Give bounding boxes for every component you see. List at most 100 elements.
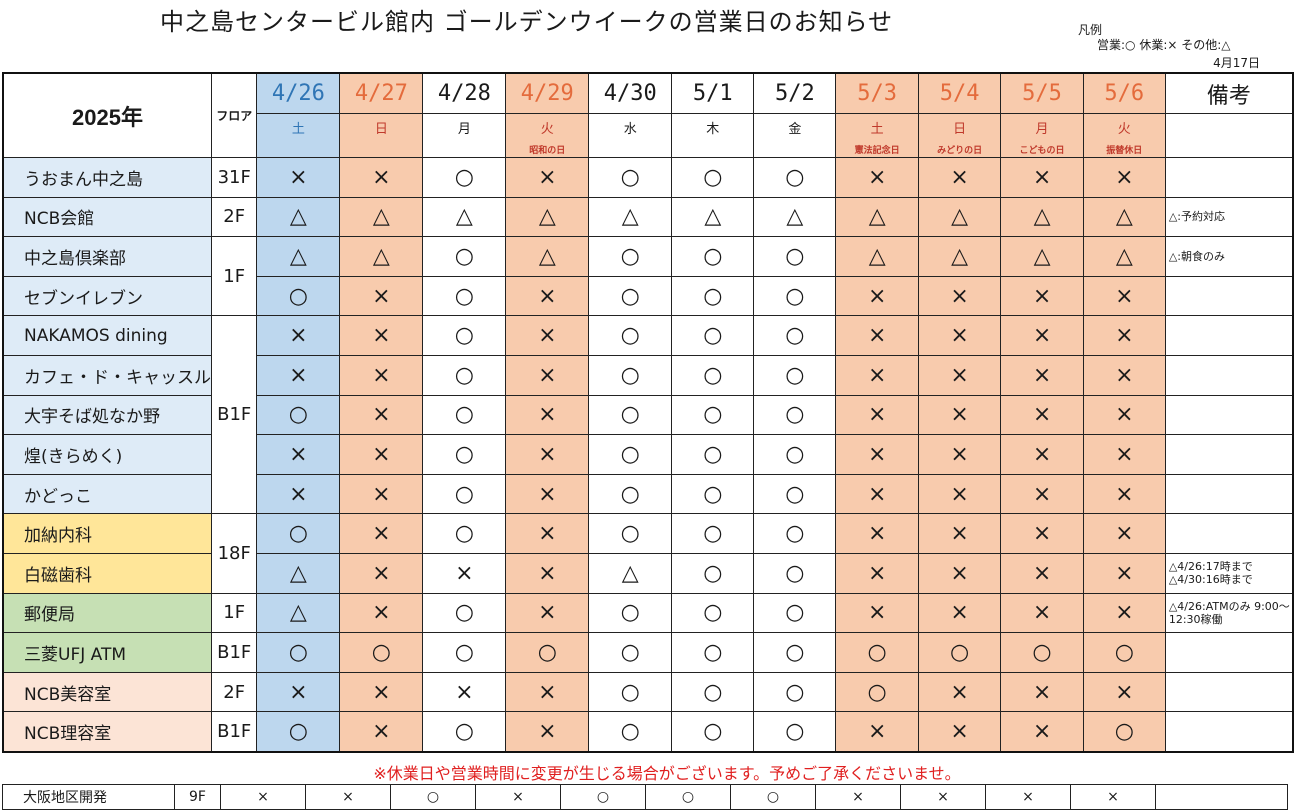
weekday-cell: 水 <box>588 113 673 158</box>
status-mark: × <box>1082 275 1166 317</box>
status-mark: △ <box>835 236 919 277</box>
status-mark: ○ <box>1082 632 1166 673</box>
status-mark: △ <box>339 236 424 277</box>
status-mark: ○ <box>588 394 673 436</box>
holiday-label: みどりの日 <box>937 146 983 156</box>
remarks-cell <box>1155 784 1288 810</box>
status-mark: ○ <box>753 315 837 356</box>
remarks-subheader <box>1164 113 1294 158</box>
remarks-cell <box>1164 394 1294 436</box>
remarks-cell <box>1164 315 1294 356</box>
weekday-label: 日 <box>374 122 388 137</box>
status-mark: × <box>1000 315 1084 356</box>
status-mark: × <box>835 315 919 356</box>
weekday-cell: 月 <box>422 113 507 158</box>
remarks-cell: △:朝食のみ <box>1164 236 1294 277</box>
status-mark: ○ <box>671 592 755 634</box>
weekday-label: 土 <box>870 122 884 137</box>
status-mark: × <box>917 434 1002 475</box>
status-mark: × <box>505 473 590 515</box>
weekday-cell: 日 <box>339 113 424 158</box>
weekday-label: 木 <box>706 122 720 137</box>
status-mark: × <box>1082 552 1166 594</box>
status-mark: △ <box>671 196 755 238</box>
status-mark: ○ <box>588 236 673 277</box>
status-mark: × <box>1082 315 1166 356</box>
status-mark: × <box>1082 513 1166 554</box>
status-mark: ○ <box>753 552 837 594</box>
weekday-label: 日 <box>953 122 967 137</box>
status-mark: ○ <box>256 394 341 436</box>
status-mark: × <box>339 552 424 594</box>
status-mark: ○ <box>588 275 673 317</box>
weekday-label: 火 <box>540 122 554 137</box>
status-mark: ○ <box>671 513 755 554</box>
status-mark: ○ <box>588 157 673 198</box>
status-mark: × <box>1000 552 1084 594</box>
status-mark: △ <box>588 196 673 238</box>
status-mark: × <box>917 315 1002 356</box>
remarks-cell <box>1164 275 1294 317</box>
date-header: 5/2 <box>753 72 837 114</box>
tenant-name: 大宇そば処なか野 <box>2 394 212 436</box>
remarks-cell <box>1164 157 1294 198</box>
weekday-cell: 月こどもの日 <box>1000 113 1084 158</box>
date-header: 4/28 <box>422 72 507 114</box>
status-mark: ○ <box>1082 711 1166 753</box>
table-row: 煌(きらめく) × × ○ × ○ ○ ○ × × × × <box>2 434 1294 475</box>
status-mark: × <box>505 354 590 396</box>
extra-table: 大阪地区開発 9F × × ○ × ○ ○ ○ × × × × <box>2 784 1288 810</box>
status-mark: × <box>815 784 901 810</box>
tenant-name: セブンイレブン <box>2 275 212 317</box>
weekday-label: 月 <box>457 122 471 137</box>
table-row: 大阪地区開発 9F × × ○ × ○ ○ ○ × × × × <box>2 784 1288 810</box>
status-mark: × <box>835 592 919 634</box>
status-mark: × <box>339 275 424 317</box>
status-mark: × <box>835 552 919 594</box>
holiday-label: こどもの日 <box>1019 146 1065 156</box>
status-mark: × <box>339 711 424 753</box>
status-mark: △ <box>256 592 341 634</box>
status-mark: ○ <box>671 394 755 436</box>
status-mark: ○ <box>256 513 341 554</box>
status-mark: × <box>1082 671 1166 713</box>
status-mark: × <box>1000 275 1084 317</box>
remarks-cell: △:予約対応 <box>1164 196 1294 238</box>
status-mark: × <box>1070 784 1156 810</box>
status-mark: ○ <box>671 315 755 356</box>
status-mark: × <box>256 473 341 515</box>
status-mark: × <box>220 784 306 810</box>
status-mark: ○ <box>671 157 755 198</box>
status-mark: × <box>1082 394 1166 436</box>
tenant-name: 中之島倶楽部 <box>2 236 212 277</box>
floor-cell: B1F <box>210 632 258 673</box>
status-mark: △ <box>339 196 424 238</box>
table-row: セブンイレブン ○ × ○ × ○ ○ ○ × × × × <box>2 275 1294 317</box>
status-mark: ○ <box>753 354 837 396</box>
status-mark: ○ <box>256 275 341 317</box>
status-mark: ○ <box>671 275 755 317</box>
status-mark: × <box>1000 592 1084 634</box>
status-mark: ○ <box>753 434 837 475</box>
table-row: かどっこ × × ○ × ○ ○ ○ × × × × <box>2 473 1294 515</box>
status-mark: ○ <box>671 473 755 515</box>
status-mark: ○ <box>422 711 507 753</box>
status-mark: × <box>917 157 1002 198</box>
status-mark: △ <box>1082 236 1166 277</box>
status-mark: △ <box>1082 196 1166 238</box>
status-mark: × <box>339 473 424 515</box>
status-mark: × <box>1000 711 1084 753</box>
status-mark: ○ <box>835 671 919 713</box>
status-mark: × <box>505 552 590 594</box>
floor-cell: 1F <box>210 592 258 634</box>
tenant-name: カフェ・ド・キャッスル <box>2 354 212 396</box>
status-mark: △ <box>835 196 919 238</box>
status-mark: ○ <box>835 632 919 673</box>
status-mark: △ <box>917 236 1002 277</box>
weekday-cell: 火昭和の日 <box>505 113 590 158</box>
status-mark: × <box>917 354 1002 396</box>
status-mark: △ <box>588 552 673 594</box>
tenant-name: NAKAMOS dining <box>2 315 212 356</box>
status-mark: × <box>1000 394 1084 436</box>
status-mark: ○ <box>671 711 755 753</box>
